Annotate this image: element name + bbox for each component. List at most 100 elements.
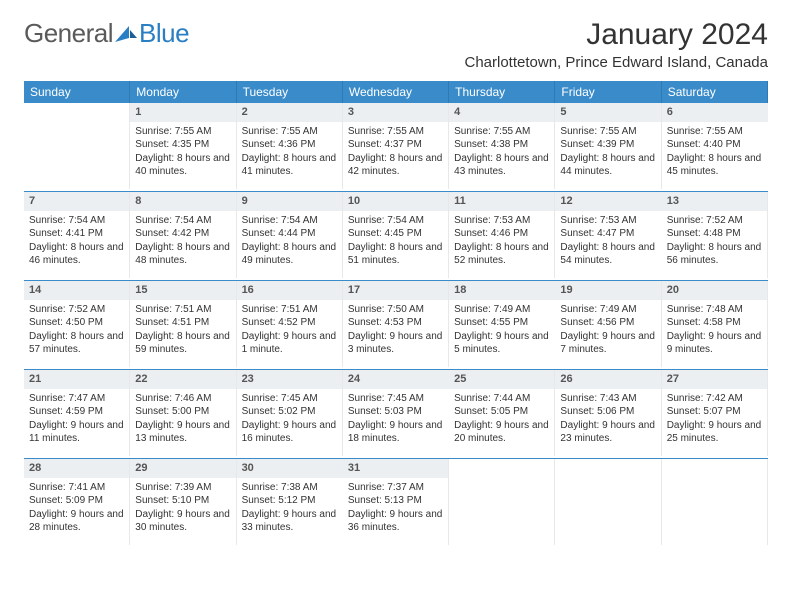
daylight-text: Daylight: 9 hours and 13 minutes. <box>135 419 230 446</box>
daylight-text: Daylight: 9 hours and 11 minutes. <box>29 419 124 446</box>
sunrise-text: Sunrise: 7:55 AM <box>135 125 230 139</box>
day-header: Sunday <box>24 81 130 103</box>
day-number: 25 <box>449 370 554 389</box>
sunrise-text: Sunrise: 7:45 AM <box>348 392 444 406</box>
daylight-text: Daylight: 8 hours and 45 minutes. <box>667 152 763 179</box>
day-number: 6 <box>662 103 768 122</box>
calendar-cell: 26Sunrise: 7:43 AMSunset: 5:06 PMDayligh… <box>555 370 661 456</box>
day-header: Friday <box>555 81 661 103</box>
daylight-text: Daylight: 8 hours and 59 minutes. <box>135 330 230 357</box>
day-number: 11 <box>449 192 554 211</box>
sunset-text: Sunset: 4:56 PM <box>560 316 655 330</box>
sunrise-text: Sunrise: 7:50 AM <box>348 303 443 317</box>
day-number: 4 <box>449 103 554 122</box>
day-number: 18 <box>449 281 555 300</box>
day-number: 28 <box>24 459 129 478</box>
calendar-cell: 10Sunrise: 7:54 AMSunset: 4:45 PMDayligh… <box>343 192 449 278</box>
day-number: 12 <box>555 192 661 211</box>
day-number: 30 <box>237 459 343 478</box>
day-number: 23 <box>237 370 342 389</box>
calendar-cell: 9Sunrise: 7:54 AMSunset: 4:44 PMDaylight… <box>237 192 343 278</box>
daylight-text: Daylight: 8 hours and 49 minutes. <box>242 241 337 268</box>
daylight-text: Daylight: 8 hours and 57 minutes. <box>29 330 124 357</box>
daylight-text: Daylight: 9 hours and 25 minutes. <box>667 419 762 446</box>
day-number: 19 <box>555 281 660 300</box>
sunrise-text: Sunrise: 7:55 AM <box>560 125 655 139</box>
sunset-text: Sunset: 5:13 PM <box>348 494 443 508</box>
sunset-text: Sunset: 4:36 PM <box>242 138 337 152</box>
sunrise-text: Sunrise: 7:42 AM <box>667 392 762 406</box>
calendar-cell: 28Sunrise: 7:41 AMSunset: 5:09 PMDayligh… <box>24 459 130 545</box>
calendar-cell: 15Sunrise: 7:51 AMSunset: 4:51 PMDayligh… <box>130 281 236 367</box>
calendar-cell: 18Sunrise: 7:49 AMSunset: 4:55 PMDayligh… <box>449 281 555 367</box>
sunrise-text: Sunrise: 7:46 AM <box>135 392 230 406</box>
calendar-cell: 24Sunrise: 7:45 AMSunset: 5:03 PMDayligh… <box>343 370 449 456</box>
sunrise-text: Sunrise: 7:55 AM <box>667 125 763 139</box>
calendar-cell: 2Sunrise: 7:55 AMSunset: 4:36 PMDaylight… <box>237 103 343 189</box>
day-header: Monday <box>130 81 236 103</box>
daylight-text: Daylight: 9 hours and 1 minute. <box>242 330 337 357</box>
sunrise-text: Sunrise: 7:55 AM <box>454 125 549 139</box>
sunrise-text: Sunrise: 7:44 AM <box>454 392 549 406</box>
sunrise-text: Sunrise: 7:54 AM <box>348 214 443 228</box>
day-number: 20 <box>662 281 767 300</box>
logo-text-general: General <box>24 18 113 49</box>
day-header: Wednesday <box>343 81 449 103</box>
sunrise-text: Sunrise: 7:51 AM <box>135 303 230 317</box>
calendar-cell: 6 Sunrise: 7:55 AMSunset: 4:40 PMDaylight… <box>662 103 768 189</box>
sunset-text: Sunset: 5:02 PM <box>242 405 337 419</box>
day-number: 16 <box>237 281 342 300</box>
calendar-cell: . <box>449 459 555 545</box>
sunset-text: Sunset: 5:00 PM <box>135 405 230 419</box>
day-number: 3 <box>343 103 448 122</box>
sunrise-text: Sunrise: 7:54 AM <box>135 214 230 228</box>
calendar-cell: 14Sunrise: 7:52 AMSunset: 4:50 PMDayligh… <box>24 281 130 367</box>
day-number: 13 <box>662 192 767 211</box>
day-number: 22 <box>130 370 235 389</box>
calendar-cell: 13Sunrise: 7:52 AMSunset: 4:48 PMDayligh… <box>662 192 768 278</box>
sunset-text: Sunset: 4:42 PM <box>135 227 230 241</box>
sunset-text: Sunset: 4:45 PM <box>348 227 443 241</box>
sunset-text: Sunset: 4:37 PM <box>348 138 443 152</box>
calendar-cell: 20Sunrise: 7:48 AMSunset: 4:58 PMDayligh… <box>662 281 768 367</box>
day-number: 29 <box>130 459 235 478</box>
day-number: 1 <box>130 103 235 122</box>
daylight-text: Daylight: 9 hours and 23 minutes. <box>560 419 655 446</box>
calendar-cell: 3Sunrise: 7:55 AMSunset: 4:37 PMDaylight… <box>343 103 449 189</box>
daylight-text: Daylight: 8 hours and 43 minutes. <box>454 152 549 179</box>
sunset-text: Sunset: 5:07 PM <box>667 405 762 419</box>
sunrise-text: Sunrise: 7:55 AM <box>242 125 337 139</box>
day-number: 26 <box>555 370 660 389</box>
calendar-cell: 27 Sunrise: 7:42 AMSunset: 5:07 PMDayligh… <box>662 370 768 456</box>
daylight-text: Daylight: 8 hours and 41 minutes. <box>242 152 337 179</box>
calendar-cell: 23Sunrise: 7:45 AMSunset: 5:02 PMDayligh… <box>237 370 343 456</box>
sunset-text: Sunset: 4:46 PM <box>454 227 549 241</box>
daylight-text: Daylight: 8 hours and 52 minutes. <box>454 241 549 268</box>
sunset-text: Sunset: 4:44 PM <box>242 227 337 241</box>
calendar-cell: 31Sunrise: 7:37 AMSunset: 5:13 PMDayligh… <box>343 459 449 545</box>
calendar-cell: 5Sunrise: 7:55 AMSunset: 4:39 PMDaylight… <box>555 103 661 189</box>
daylight-text: Daylight: 9 hours and 36 minutes. <box>348 508 443 535</box>
calendar-cell: 7Sunrise: 7:54 AMSunset: 4:41 PMDaylight… <box>24 192 130 278</box>
sunset-text: Sunset: 5:03 PM <box>348 405 444 419</box>
daylight-text: Daylight: 8 hours and 42 minutes. <box>348 152 443 179</box>
day-number: 17 <box>343 281 448 300</box>
day-number: 10 <box>343 192 448 211</box>
sunrise-text: Sunrise: 7:51 AM <box>242 303 337 317</box>
day-number: 27 <box>662 370 767 389</box>
header: General Blue January 2024 Charlottetown,… <box>24 18 768 71</box>
daylight-text: Daylight: 8 hours and 54 minutes. <box>560 241 656 268</box>
day-number: 14 <box>24 281 129 300</box>
day-number: 5 <box>555 103 660 122</box>
calendar-cell: 8Sunrise: 7:54 AMSunset: 4:42 PMDaylight… <box>130 192 236 278</box>
sunset-text: Sunset: 4:40 PM <box>667 138 763 152</box>
month-title: January 2024 <box>464 18 768 52</box>
sunrise-text: Sunrise: 7:43 AM <box>560 392 655 406</box>
calendar-cell: . <box>24 103 130 189</box>
day-number: 7 <box>24 192 129 211</box>
sunrise-text: Sunrise: 7:45 AM <box>242 392 337 406</box>
sunset-text: Sunset: 4:41 PM <box>29 227 124 241</box>
sunset-text: Sunset: 4:59 PM <box>29 405 124 419</box>
daylight-text: Daylight: 8 hours and 44 minutes. <box>560 152 655 179</box>
calendar-cell: . <box>662 459 768 545</box>
